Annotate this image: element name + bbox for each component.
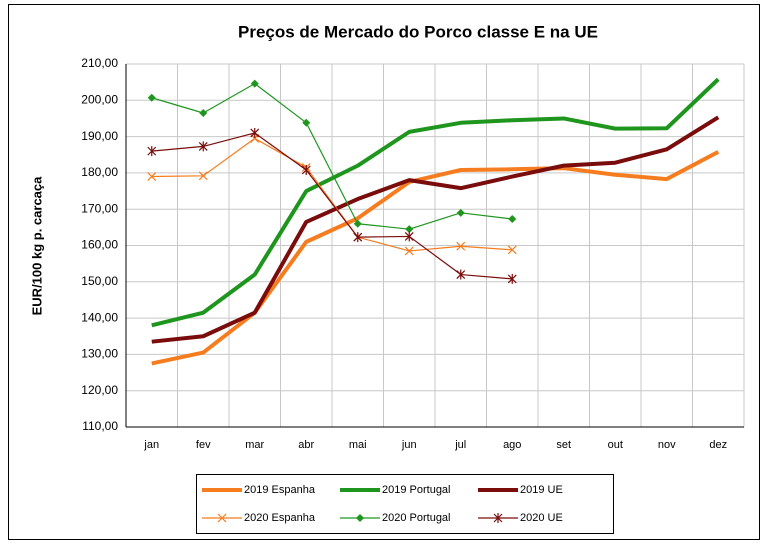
x-tick-label: set bbox=[556, 439, 571, 451]
y-tick-label: 140,00 bbox=[81, 310, 118, 324]
marker bbox=[301, 164, 311, 175]
legend-label: 2019 Espanha bbox=[244, 484, 316, 496]
legend-label: 2020 Espanha bbox=[244, 512, 316, 524]
marker bbox=[217, 513, 227, 523]
y-tick-label: 120,00 bbox=[81, 383, 118, 397]
legend-label: 2020 UE bbox=[520, 512, 563, 524]
legend-label: 2019 UE bbox=[520, 484, 563, 496]
line bbox=[151, 77, 720, 328]
legend-label: 2020 Portugal bbox=[382, 512, 451, 524]
line bbox=[151, 115, 720, 344]
x-tick-label: mai bbox=[349, 439, 367, 451]
marker bbox=[405, 225, 414, 234]
marker bbox=[147, 172, 157, 181]
marker bbox=[456, 208, 465, 217]
marker bbox=[147, 146, 157, 157]
marker bbox=[353, 219, 362, 228]
marker bbox=[456, 241, 466, 251]
marker bbox=[198, 171, 208, 181]
marker bbox=[404, 246, 414, 256]
marker bbox=[147, 93, 156, 102]
line bbox=[151, 83, 513, 230]
x-tick-label: fev bbox=[196, 439, 211, 451]
line bbox=[151, 150, 720, 366]
marker bbox=[456, 269, 466, 280]
x-tick-label: abr bbox=[298, 439, 314, 451]
x-tick-label: mar bbox=[245, 439, 264, 451]
marker bbox=[250, 79, 259, 88]
y-tick-label: 180,00 bbox=[81, 165, 118, 179]
x-tick-label: jan bbox=[143, 439, 159, 451]
y-axis-label: EUR/100 kg p. carcaça bbox=[29, 176, 44, 316]
y-tick-label: 110,00 bbox=[82, 419, 118, 433]
x-tick-label: dez bbox=[709, 439, 727, 451]
legend-box bbox=[196, 474, 614, 534]
marker bbox=[356, 514, 364, 522]
x-tick-label: jul bbox=[454, 439, 466, 451]
y-tick-label: 200,00 bbox=[81, 92, 118, 106]
marker bbox=[198, 141, 208, 152]
y-tick-label: 160,00 bbox=[81, 238, 118, 252]
marker bbox=[404, 231, 414, 242]
y-tick-label: 170,00 bbox=[81, 201, 118, 215]
x-tick-label: nov bbox=[658, 439, 676, 451]
y-tick-label: 190,00 bbox=[81, 129, 118, 143]
marker bbox=[353, 232, 363, 243]
marker bbox=[508, 215, 517, 224]
y-tick-label: 130,00 bbox=[81, 347, 118, 361]
marker bbox=[199, 109, 208, 118]
line bbox=[151, 132, 513, 280]
legend-label: 2019 Portugal bbox=[382, 484, 451, 496]
line bbox=[151, 137, 513, 252]
marker bbox=[507, 245, 517, 255]
x-tick-label: out bbox=[608, 439, 623, 451]
y-tick-label: 150,00 bbox=[81, 274, 118, 288]
marker bbox=[302, 118, 311, 127]
marker bbox=[250, 127, 260, 138]
x-tick-label: ago bbox=[503, 439, 521, 451]
chart-title: Preços de Mercado do Porco classe E na U… bbox=[238, 22, 598, 41]
marker bbox=[493, 513, 503, 523]
y-tick-label: 210,00 bbox=[81, 56, 118, 70]
marker bbox=[507, 273, 517, 284]
x-tick-label: jun bbox=[401, 439, 417, 451]
